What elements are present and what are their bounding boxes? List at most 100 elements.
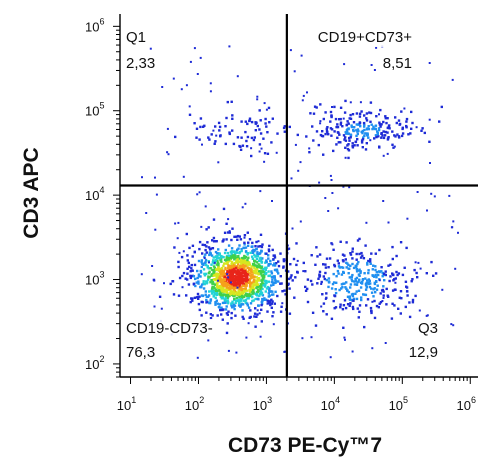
event-dot (255, 257, 259, 261)
event-dot (265, 252, 268, 255)
event-dot (318, 253, 322, 256)
event-dot (260, 261, 263, 264)
event-dot (382, 294, 385, 297)
event-dot (267, 295, 270, 298)
event-dot (260, 266, 264, 269)
event-dot (283, 258, 286, 261)
event-dot (270, 306, 273, 309)
event-dot (344, 131, 347, 134)
quadrant-name: Q1 (126, 29, 146, 46)
event-dot (308, 151, 311, 154)
event-dot (249, 272, 252, 275)
event-dot (284, 293, 287, 296)
event-dot (255, 271, 258, 274)
event-dot (324, 263, 327, 266)
event-dot (262, 137, 265, 140)
event-dot (401, 127, 404, 131)
event-dot (264, 122, 267, 125)
event-dot (318, 273, 321, 276)
event-dot (349, 264, 352, 267)
event-dot (221, 285, 224, 289)
event-dot (219, 308, 222, 312)
event-dot (411, 121, 414, 125)
event-dot (322, 302, 326, 305)
event-dot (217, 263, 220, 267)
event-dot (348, 139, 351, 142)
event-dot (309, 279, 313, 283)
event-dot (265, 287, 269, 290)
event-dot (337, 207, 340, 210)
event-dot (257, 263, 260, 266)
event-dot (378, 279, 381, 282)
event-dot (200, 286, 203, 289)
event-dot (414, 261, 417, 264)
event-dot (358, 115, 362, 118)
event-dot (225, 222, 228, 225)
event-dot (333, 294, 336, 297)
event-dot (210, 274, 213, 277)
event-dot (240, 287, 243, 290)
event-dot (378, 121, 381, 124)
event-dot (242, 287, 245, 291)
event-dot (360, 141, 364, 144)
event-dot (344, 306, 348, 310)
event-dot (262, 267, 265, 271)
event-dot (248, 238, 252, 241)
event-dot (361, 254, 364, 257)
event-dot (174, 222, 177, 225)
event-dot (207, 260, 210, 263)
event-dot (333, 263, 336, 267)
event-dot (347, 156, 350, 160)
event-dot (226, 302, 230, 305)
event-dot (226, 231, 230, 234)
event-dot (209, 267, 212, 270)
event-dot (213, 261, 216, 264)
event-dot (228, 231, 231, 234)
event-dot (325, 313, 328, 316)
event-dot (361, 146, 364, 149)
event-dot (265, 279, 268, 283)
event-dot (351, 247, 354, 250)
event-dot (236, 270, 240, 273)
event-dot (212, 290, 215, 293)
event-dot (216, 302, 220, 305)
event-dot (209, 317, 213, 320)
event-dot (249, 270, 253, 273)
event-dot (227, 276, 230, 279)
event-dot (275, 262, 278, 265)
event-dot (260, 259, 263, 262)
event-dot (198, 240, 202, 244)
event-dot (357, 129, 360, 133)
event-dot (174, 135, 177, 139)
event-dot (204, 253, 207, 256)
x-tick-label: 103 (253, 395, 272, 413)
event-dot (232, 303, 236, 306)
event-dot (235, 351, 238, 354)
event-dot (344, 146, 347, 149)
event-dot (222, 308, 225, 311)
event-dot (200, 283, 204, 286)
event-dot (345, 281, 348, 284)
event-dot (450, 323, 453, 326)
event-dot (272, 283, 275, 286)
event-dot (393, 145, 396, 148)
event-dot (235, 251, 239, 254)
event-dot (381, 275, 384, 278)
event-dot (251, 276, 255, 279)
event-dot (351, 250, 354, 253)
event-dot (236, 258, 239, 261)
quadrant-label-background (380, 54, 414, 73)
event-dot (227, 218, 230, 221)
event-dot (197, 280, 200, 283)
event-dot (225, 254, 229, 258)
event-dot (253, 312, 257, 315)
event-dot (235, 299, 238, 302)
event-dot (264, 290, 267, 293)
event-dot (230, 247, 234, 250)
event-dot (230, 316, 233, 320)
event-dot (240, 276, 244, 279)
event-dot (350, 124, 353, 127)
event-dot (353, 144, 356, 147)
event-dot (321, 130, 324, 133)
event-dot (236, 75, 239, 78)
